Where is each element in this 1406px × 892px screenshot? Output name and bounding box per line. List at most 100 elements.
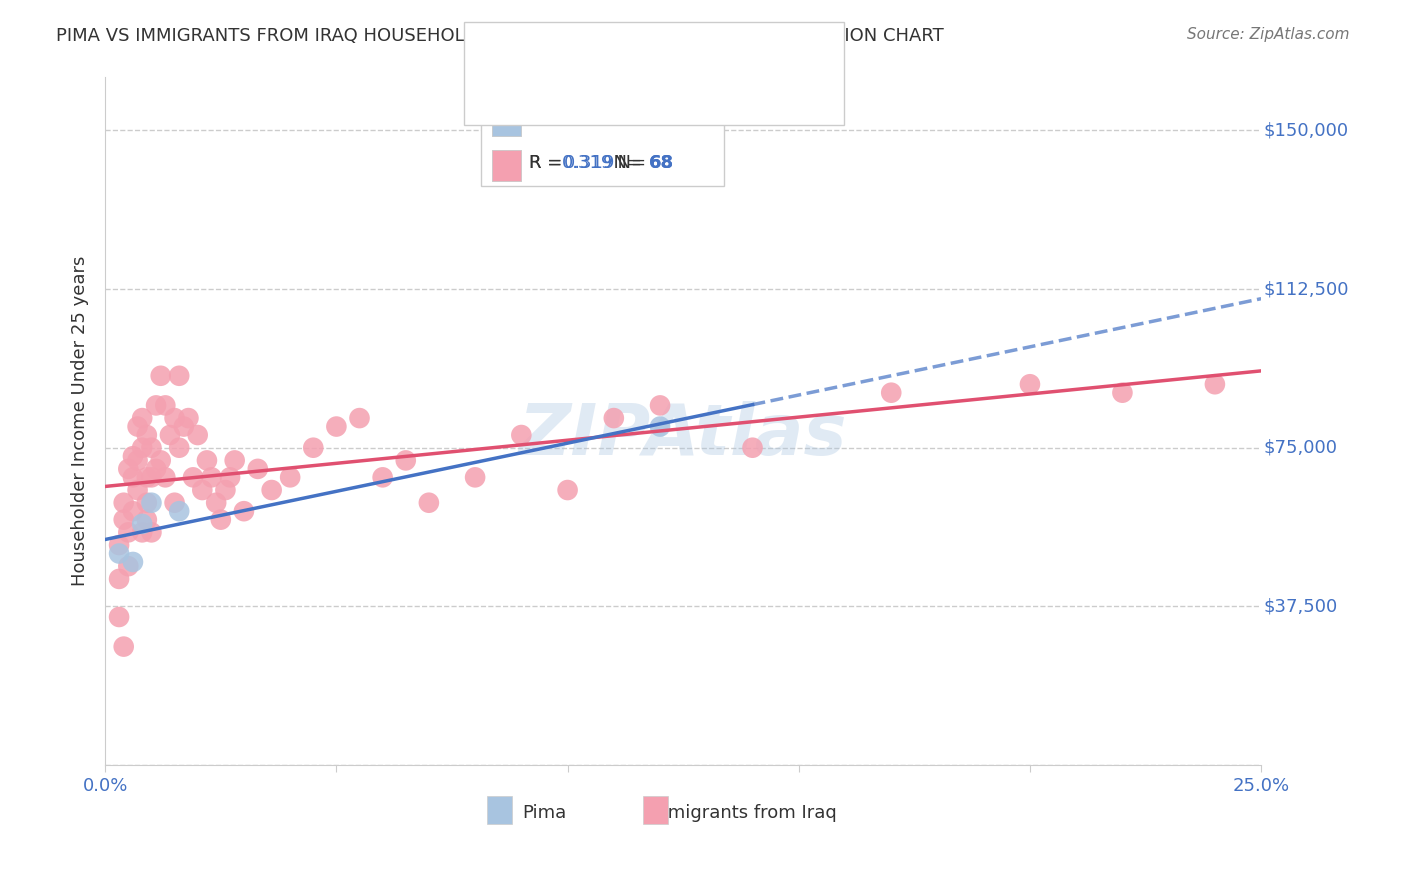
Text: 68: 68 bbox=[648, 154, 673, 172]
Point bbox=[155, 398, 177, 412]
Text: $112,500: $112,500 bbox=[1264, 280, 1348, 298]
Point bbox=[181, 470, 204, 484]
Point bbox=[246, 462, 269, 476]
Point bbox=[127, 483, 149, 497]
Bar bbox=[492, 105, 522, 136]
Point bbox=[149, 368, 172, 383]
Point bbox=[209, 513, 232, 527]
Point bbox=[155, 470, 177, 484]
Point bbox=[108, 610, 131, 624]
Point bbox=[112, 496, 135, 510]
Point bbox=[1111, 385, 1133, 400]
Point bbox=[122, 504, 145, 518]
Point bbox=[395, 453, 418, 467]
Point bbox=[224, 453, 246, 467]
Text: $75,000: $75,000 bbox=[1264, 439, 1337, 457]
Point bbox=[1019, 377, 1042, 392]
Point bbox=[108, 547, 131, 561]
Point bbox=[141, 525, 163, 540]
Point bbox=[302, 441, 325, 455]
Point bbox=[349, 411, 371, 425]
Point bbox=[117, 525, 139, 540]
Point bbox=[167, 368, 190, 383]
Point bbox=[135, 496, 157, 510]
Point bbox=[159, 428, 181, 442]
Point bbox=[464, 470, 486, 484]
Text: 68: 68 bbox=[648, 154, 673, 172]
Text: R =: R = bbox=[530, 154, 568, 172]
Point bbox=[232, 504, 254, 518]
Point bbox=[191, 483, 214, 497]
Point bbox=[122, 449, 145, 463]
Point bbox=[122, 470, 145, 484]
Point bbox=[135, 470, 157, 484]
Point bbox=[127, 453, 149, 467]
Text: 0.319: 0.319 bbox=[564, 154, 616, 172]
Point bbox=[167, 504, 190, 518]
Point bbox=[177, 411, 200, 425]
Point bbox=[880, 385, 903, 400]
Text: N=: N= bbox=[602, 154, 648, 172]
Text: Immigrants from Iraq: Immigrants from Iraq bbox=[645, 805, 837, 822]
Point bbox=[200, 470, 222, 484]
Point bbox=[135, 513, 157, 527]
Point bbox=[648, 419, 671, 434]
Text: $37,500: $37,500 bbox=[1264, 598, 1337, 615]
Point bbox=[741, 441, 763, 455]
Bar bbox=[492, 150, 522, 180]
Point bbox=[510, 428, 533, 442]
Point bbox=[418, 496, 440, 510]
Point bbox=[141, 441, 163, 455]
Text: R =: R = bbox=[530, 154, 568, 172]
Text: N=: N= bbox=[602, 110, 648, 128]
Point bbox=[141, 470, 163, 484]
Point bbox=[278, 470, 301, 484]
Text: Source: ZipAtlas.com: Source: ZipAtlas.com bbox=[1187, 27, 1350, 42]
Point bbox=[1204, 377, 1226, 392]
Point bbox=[108, 538, 131, 552]
Text: N=: N= bbox=[606, 154, 651, 172]
Point bbox=[141, 496, 163, 510]
Text: 6: 6 bbox=[648, 110, 661, 128]
Text: 6: 6 bbox=[648, 110, 661, 128]
Point bbox=[163, 411, 186, 425]
Text: Pima: Pima bbox=[523, 805, 567, 822]
Point bbox=[603, 411, 626, 425]
Bar bbox=[486, 796, 512, 823]
Text: ZIPAtlas: ZIPAtlas bbox=[519, 401, 848, 469]
Bar bbox=[492, 105, 522, 136]
Text: $150,000: $150,000 bbox=[1264, 121, 1348, 139]
Text: 0.319: 0.319 bbox=[562, 154, 613, 172]
Point bbox=[163, 496, 186, 510]
Point bbox=[187, 428, 209, 442]
Point bbox=[122, 555, 145, 569]
Point bbox=[371, 470, 394, 484]
Point bbox=[112, 513, 135, 527]
Point bbox=[145, 462, 167, 476]
FancyBboxPatch shape bbox=[481, 87, 724, 186]
Point bbox=[260, 483, 283, 497]
Point bbox=[205, 496, 228, 510]
Point bbox=[648, 398, 671, 412]
Point bbox=[325, 419, 347, 434]
Point bbox=[557, 483, 579, 497]
Point bbox=[145, 398, 167, 412]
Point bbox=[167, 441, 190, 455]
Point bbox=[135, 428, 157, 442]
Text: N=: N= bbox=[606, 110, 651, 128]
Point bbox=[149, 453, 172, 467]
Point bbox=[112, 640, 135, 654]
Point bbox=[117, 462, 139, 476]
Text: R =: R = bbox=[530, 110, 568, 128]
Point bbox=[173, 419, 195, 434]
Point bbox=[117, 559, 139, 574]
Point bbox=[127, 419, 149, 434]
Point bbox=[214, 483, 236, 497]
Y-axis label: Householder Income Under 25 years: Householder Income Under 25 years bbox=[72, 256, 89, 586]
Text: PIMA VS IMMIGRANTS FROM IRAQ HOUSEHOLDER INCOME UNDER 25 YEARS CORRELATION CHART: PIMA VS IMMIGRANTS FROM IRAQ HOUSEHOLDER… bbox=[56, 27, 943, 45]
Point bbox=[219, 470, 242, 484]
Bar bbox=[643, 796, 668, 823]
Point bbox=[108, 572, 131, 586]
Point bbox=[131, 441, 153, 455]
Point bbox=[131, 411, 153, 425]
